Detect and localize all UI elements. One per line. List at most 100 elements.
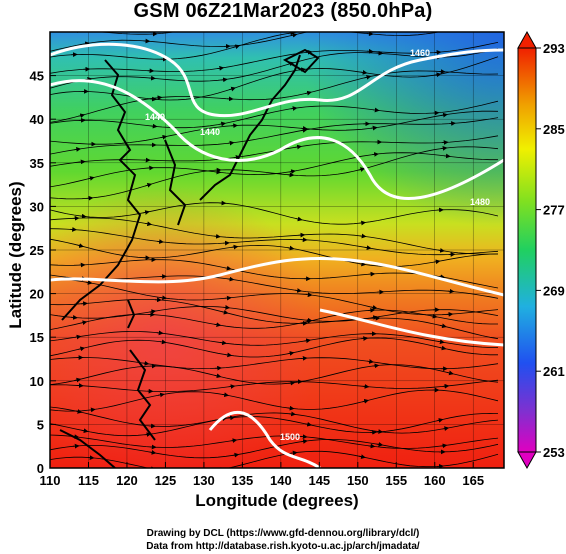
streamline-arrow: [225, 352, 233, 358]
streamline-arrow: [78, 346, 86, 352]
colorbar-label-261: 261: [543, 364, 565, 379]
streamline: [50, 42, 499, 74]
streamline: [50, 117, 499, 155]
y-tick-label-15: 15: [30, 330, 44, 345]
y-tick-label-40: 40: [30, 112, 44, 127]
streamline-arrow: [437, 339, 445, 345]
contour-labels: 1440 1440 1460 1480 1500: [145, 48, 490, 442]
x-tick-label-110: 110: [40, 473, 61, 488]
streamline-arrow: [79, 213, 87, 219]
streamline-arrow: [304, 338, 311, 344]
streamline-arrow: [300, 126, 308, 131]
streamline-arrow: [433, 259, 441, 265]
temperature-field: 1440 1440 1460 1480 1500: [50, 28, 504, 468]
streamline-arrow: [217, 65, 225, 71]
streamline: [50, 357, 499, 370]
contour-south: [208, 411, 321, 468]
contour-label-4: 1480: [470, 197, 490, 207]
height-contours: [50, 42, 504, 468]
contour-mid: [50, 79, 504, 200]
streamline-arrow: [232, 452, 240, 458]
contour-tropical: [319, 308, 504, 347]
x-tick-label-135: 135: [232, 473, 254, 488]
colorbar-top-arrow: [517, 30, 537, 49]
streamline-arrow: [220, 467, 226, 468]
streamline-arrow: [290, 450, 298, 456]
streamline-arrow: [157, 239, 164, 244]
streamline-arrow: [224, 265, 232, 271]
colorbar-label-285: 285: [543, 122, 565, 137]
x-tick-label-130: 130: [193, 473, 215, 488]
colorbar-label-277: 277: [543, 203, 565, 218]
streamline-arrow: [157, 392, 165, 398]
streamline-arrow: [214, 373, 222, 379]
streamline-arrow: [366, 32, 374, 37]
streamline: [50, 299, 499, 340]
y-tick-label-10: 10: [30, 374, 44, 389]
contour-north: [50, 42, 504, 118]
streamline-arrow: [440, 145, 448, 151]
streamline: [50, 389, 499, 412]
x-tick-label-150: 150: [347, 473, 369, 488]
streamline: [50, 434, 499, 449]
streamline: [50, 32, 310, 52]
streamline-arrow: [372, 152, 379, 157]
streamline-arrow: [78, 159, 86, 165]
streamline-arrow: [77, 243, 84, 248]
streamline-arrow: [221, 309, 229, 315]
credit-data: Data from http://database.rish.kyoto-u.a…: [146, 541, 420, 552]
y-tick-label-35: 35: [30, 156, 44, 171]
streamline-arrow: [305, 319, 312, 324]
streamline-arrow: [148, 75, 156, 81]
streamline-arrow: [439, 345, 447, 351]
streamline: [50, 309, 498, 330]
colorbar-ticks: 253 261 269 277 285 293: [536, 41, 565, 460]
streamline-arrow: [305, 292, 313, 298]
coastlines: [59, 48, 320, 468]
streamline: [50, 438, 499, 459]
streamline-arrow: [449, 28, 455, 29]
x-tick-label-160: 160: [424, 473, 446, 488]
streamline-arrow: [434, 72, 442, 78]
streamline-arrow: [364, 245, 372, 250]
streamline-arrow: [142, 210, 150, 215]
streamline-arrow: [436, 418, 444, 423]
streamline: [50, 274, 499, 299]
streamline-arrow: [367, 359, 374, 364]
streamline-arrow: [289, 411, 296, 417]
map-title: GSM 06Z21Mar2023 (850.0hPa): [133, 0, 433, 22]
coast-china-korea: [61, 59, 142, 321]
y-tick-label-20: 20: [30, 287, 44, 302]
streamline-arrow: [156, 330, 164, 336]
streamline-arrow: [80, 320, 88, 326]
streamline-arrow: [85, 280, 93, 285]
streamline-arrow: [439, 323, 447, 329]
streamline-arrow: [305, 90, 312, 96]
streamline-arrow: [372, 107, 380, 113]
colorbar-label-293: 293: [543, 41, 565, 56]
streamline-arrow: [83, 41, 90, 47]
coast-korea-peninsula: [164, 139, 187, 226]
streamline-arrow: [371, 315, 378, 320]
streamline-arrow: [223, 305, 231, 310]
streamline-arrow: [288, 380, 296, 386]
streamline-arrow: [229, 86, 236, 92]
streamline-arrow: [376, 442, 384, 447]
streamline: [50, 450, 499, 468]
streamline-arrow: [227, 276, 235, 282]
streamline-arrow: [370, 125, 378, 131]
streamline-arrow: [86, 195, 94, 201]
streamline-arrow: [295, 144, 302, 150]
streamline: [50, 228, 499, 256]
colorbar-label-269: 269: [543, 283, 565, 298]
x-tick-label-120: 120: [116, 473, 138, 488]
streamline-arrow: [442, 426, 450, 431]
streamline-arrow: [438, 274, 446, 280]
streamline-arrow: [359, 233, 367, 239]
streamline: [50, 337, 498, 358]
streamline-arrow: [447, 288, 455, 294]
streamline-arrow: [74, 147, 82, 152]
streamline-arrow: [370, 305, 378, 310]
streamline-arrow: [360, 70, 368, 75]
